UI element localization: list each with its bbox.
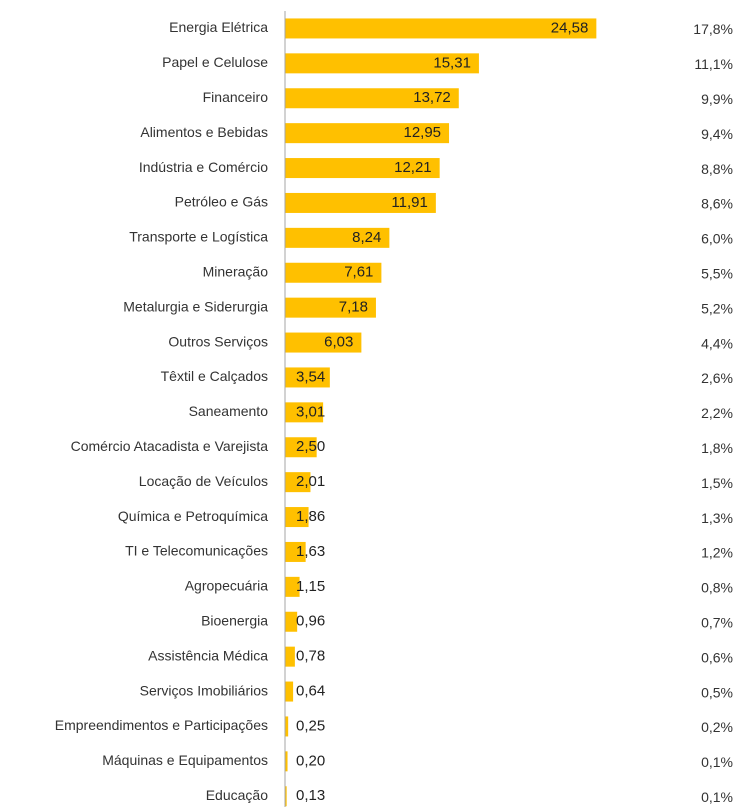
bar [285, 751, 288, 772]
category-label: Mineração [203, 263, 269, 279]
share-label: 9,9% [701, 91, 733, 107]
value-label: 1,15 [296, 578, 325, 595]
category-label: Educação [206, 787, 268, 803]
category-label: Saneamento [189, 403, 269, 419]
share-label: 0,8% [701, 580, 733, 596]
category-label: Locação de Veículos [139, 473, 268, 489]
bar [285, 18, 597, 39]
category-label: Têxtil e Calçados [161, 368, 268, 384]
category-label: Serviços Imobiliários [140, 682, 268, 698]
value-label: 7,61 [344, 264, 373, 281]
bar [285, 297, 376, 318]
share-label: 2,6% [701, 370, 733, 386]
bar [285, 646, 295, 667]
share-label: 6,0% [701, 231, 733, 247]
value-label: 0,13 [296, 787, 325, 804]
category-label: Petróleo e Gás [175, 194, 268, 210]
share-label: 5,5% [701, 265, 733, 281]
value-label: 0,64 [296, 683, 325, 700]
share-label: 5,2% [701, 300, 733, 316]
category-label: Financeiro [203, 89, 269, 105]
bar [285, 88, 459, 109]
category-label: Energia Elétrica [169, 19, 268, 35]
bar [285, 437, 317, 458]
bar [285, 507, 309, 528]
value-label: 24,58 [551, 19, 589, 36]
category-label: Máquinas e Equipamentos [102, 752, 268, 768]
bar [285, 541, 306, 562]
category-label: Agropecuária [185, 578, 268, 594]
share-label: 0,5% [701, 684, 733, 700]
category-label: Assistência Médica [148, 647, 268, 663]
share-label: 0,1% [701, 754, 733, 770]
bar [285, 53, 479, 74]
share-label: 1,2% [701, 545, 733, 561]
value-label: 13,72 [413, 89, 451, 106]
value-label: 12,21 [394, 159, 432, 176]
bar [285, 192, 436, 213]
value-label: 1,86 [296, 508, 325, 525]
value-label: 3,54 [296, 368, 325, 385]
category-label: Indústria e Comércio [139, 159, 268, 175]
share-label: 11,1% [694, 56, 733, 72]
value-label: 6,03 [324, 334, 353, 351]
category-label: Papel e Celulose [162, 54, 268, 70]
bar [285, 611, 298, 632]
bar [285, 227, 390, 248]
bar [285, 367, 330, 388]
bar [285, 402, 324, 423]
bar [285, 158, 440, 179]
share-label: 9,4% [701, 126, 733, 142]
category-label: Alimentos e Bebidas [140, 124, 268, 140]
value-label: 7,18 [339, 299, 368, 316]
share-label: 1,8% [701, 440, 733, 456]
bar [285, 472, 311, 493]
value-label: 15,31 [433, 54, 471, 71]
value-label: 8,24 [352, 229, 381, 246]
share-label: 17,8% [693, 21, 733, 37]
value-label: 11,91 [391, 194, 427, 211]
share-label: 8,8% [701, 161, 733, 177]
bar [285, 681, 294, 702]
value-label: 0,78 [296, 648, 325, 665]
share-label: 2,2% [701, 405, 733, 421]
bar [285, 786, 287, 807]
share-label: 8,6% [701, 196, 733, 212]
share-label: 0,6% [701, 649, 733, 665]
category-label: Transporte e Logística [129, 229, 268, 245]
value-label: 0,96 [296, 613, 325, 630]
bar [285, 716, 289, 737]
value-label: 3,01 [296, 403, 325, 420]
share-label: 1,5% [701, 475, 733, 491]
bar [285, 332, 362, 353]
share-label: 0,2% [701, 719, 733, 735]
share-label: 0,1% [701, 789, 733, 805]
category-label: Empreendimentos e Participações [55, 717, 268, 733]
value-label: 2,50 [296, 438, 325, 455]
share-label: 1,3% [701, 510, 733, 526]
category-label: Outros Serviços [168, 333, 268, 349]
value-label: 12,95 [403, 124, 441, 141]
category-label: Comércio Atacadista e Varejista [71, 438, 269, 454]
category-label: Metalurgia e Siderurgia [123, 298, 268, 314]
bar [285, 262, 382, 283]
category-label: Química e Petroquímica [118, 508, 268, 524]
category-label: TI e Telecomunicações [125, 543, 268, 559]
value-label: 0,20 [296, 752, 325, 769]
category-label: Bioenergia [201, 612, 268, 628]
share-label: 4,4% [701, 335, 733, 351]
value-label: 1,63 [296, 543, 325, 560]
share-label: 0,7% [701, 614, 733, 630]
value-label: 0,25 [296, 717, 325, 734]
value-label: 2,01 [296, 473, 325, 490]
bar [285, 123, 450, 144]
bar [285, 576, 300, 597]
